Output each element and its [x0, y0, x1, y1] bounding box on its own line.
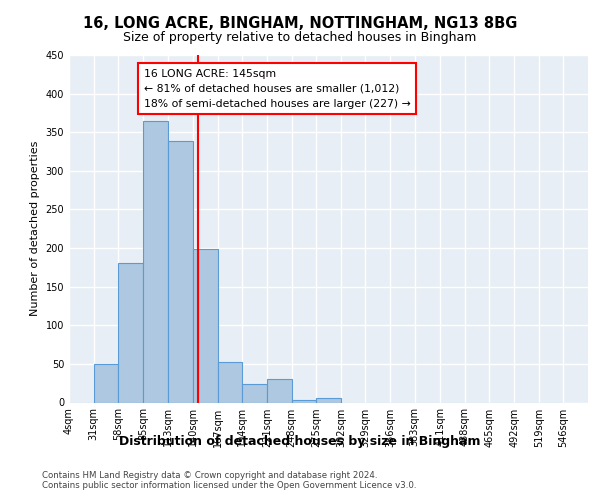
Text: 16, LONG ACRE, BINGHAM, NOTTINGHAM, NG13 8BG: 16, LONG ACRE, BINGHAM, NOTTINGHAM, NG13… — [83, 16, 517, 31]
Bar — [193, 249, 218, 402]
Bar — [316, 398, 341, 402]
Text: 16 LONG ACRE: 145sqm
← 81% of detached houses are smaller (1,012)
18% of semi-de: 16 LONG ACRE: 145sqm ← 81% of detached h… — [144, 69, 410, 108]
Bar — [242, 384, 267, 402]
Bar — [94, 364, 118, 403]
Bar — [267, 378, 292, 402]
Text: Distribution of detached houses by size in Bingham: Distribution of detached houses by size … — [119, 434, 481, 448]
Text: Contains HM Land Registry data © Crown copyright and database right 2024.: Contains HM Land Registry data © Crown c… — [42, 470, 377, 480]
Text: Size of property relative to detached houses in Bingham: Size of property relative to detached ho… — [124, 31, 476, 44]
Bar — [292, 400, 316, 402]
Bar — [218, 362, 242, 403]
Y-axis label: Number of detached properties: Number of detached properties — [30, 141, 40, 316]
Bar — [169, 142, 193, 402]
Text: Contains public sector information licensed under the Open Government Licence v3: Contains public sector information licen… — [42, 482, 416, 490]
Bar — [143, 120, 167, 402]
Bar — [118, 262, 143, 402]
